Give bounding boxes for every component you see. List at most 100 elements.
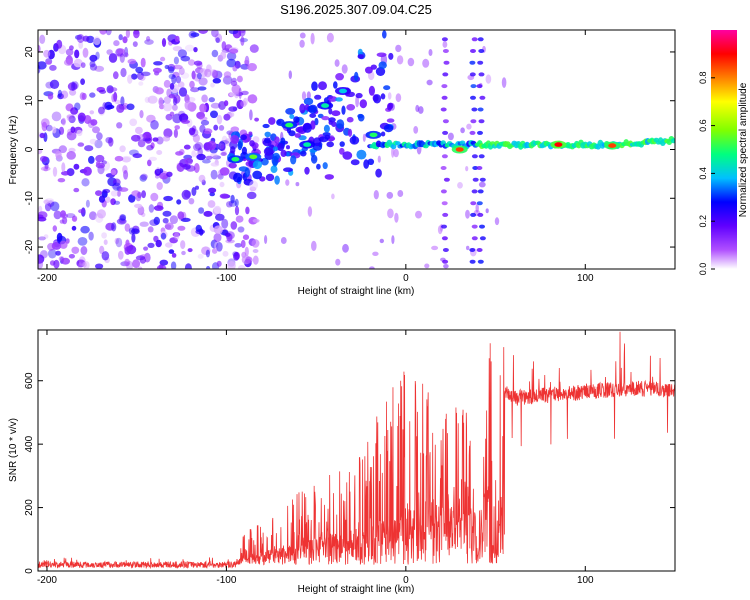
spectrogram-cell — [477, 212, 484, 217]
spectrogram-cell — [144, 39, 154, 45]
snr-x-tick-label: 100 — [577, 575, 594, 586]
spectrogram-cell — [223, 100, 229, 107]
spectrogram-cell — [143, 131, 152, 139]
spectrogram-cell — [470, 201, 477, 206]
spectrogram-cell — [99, 30, 107, 35]
spectrogram-cell — [140, 173, 148, 180]
spectrogram-cell — [177, 225, 186, 231]
spectrogram-cell — [140, 71, 151, 77]
spectrogram-cell — [264, 131, 271, 138]
spectrogram-cell — [193, 73, 202, 82]
spectrogram-cell — [210, 82, 215, 88]
spectrogram-cell — [163, 79, 171, 88]
spectrogram-cell — [442, 119, 449, 124]
spectrogram-cell — [470, 49, 476, 53]
spectrogram-cell — [217, 142, 225, 150]
spectrogram-cell — [365, 66, 373, 74]
spectrogram-cell — [188, 198, 195, 205]
spectrogram-cell — [198, 174, 206, 183]
snr-x-tick-label: -100 — [216, 575, 236, 586]
spectrogram-cell — [106, 49, 113, 55]
spectrogram-cell — [219, 167, 230, 176]
spectrogram-cell — [209, 192, 215, 197]
spectrogram-cell — [470, 95, 476, 100]
spectrogram-cell — [89, 211, 97, 221]
spectrogram-cell — [466, 245, 470, 251]
spectrogram-cell — [137, 191, 142, 199]
spectrogram-cell — [149, 156, 157, 161]
spectrogram-y-tick-label: 20 — [24, 46, 35, 58]
spectrogram-cell — [228, 162, 237, 169]
spectrogram-cell — [244, 55, 250, 67]
spectrogram-cell — [443, 177, 450, 182]
spectrogram-cell — [118, 187, 129, 192]
spectrogram-cell — [245, 206, 250, 215]
spectrogram-cell — [306, 91, 311, 100]
colorbar-tick-label: 0.2 — [698, 215, 708, 228]
spectrogram-cell — [347, 128, 353, 137]
spectrogram-cell — [442, 72, 449, 77]
snr-axis-ticks: -200 -100 0 100 0 200 400 600 — [24, 330, 675, 586]
snr-y-tick-label: 400 — [24, 435, 35, 452]
spectrogram-cell — [331, 193, 335, 200]
spectrogram-cell — [378, 61, 387, 69]
spectrogram-cell — [105, 137, 113, 144]
spectrogram-cell — [441, 224, 447, 229]
spectrogram-cell — [478, 119, 485, 124]
spectrogram-cell — [322, 162, 328, 170]
snr-panel: -200 -100 0 100 0 200 400 600 Height of straigh… — [8, 329, 676, 595]
spectrogram-cell — [210, 169, 218, 180]
spectrogram-cell — [472, 166, 479, 170]
spectrogram-cell — [271, 155, 279, 166]
spectrogram-cell — [380, 93, 386, 100]
spectrogram-cell — [80, 225, 90, 234]
spectrogram-cell — [44, 202, 52, 212]
spectrogram-cell — [189, 80, 195, 89]
spectrogram-cell — [98, 106, 105, 115]
spectrogram-cell — [90, 119, 98, 126]
spectrogram-cell — [228, 30, 239, 35]
spectrogram-cell — [213, 205, 222, 214]
spectrogram-cell — [301, 91, 307, 101]
spectrogram-cell — [270, 165, 278, 173]
spectrogram-cell — [283, 167, 293, 172]
spectrogram-cell — [218, 141, 226, 152]
spectrogram-cell — [66, 115, 74, 122]
spectrogram-cell — [57, 178, 66, 183]
spectrogram-cell — [197, 86, 207, 91]
spectrogram-cell — [95, 154, 105, 163]
spectrogram-cell — [341, 105, 346, 115]
spectrogram-cell — [153, 205, 164, 211]
spectrogram-cell — [52, 126, 57, 134]
spectrogram-cell — [235, 215, 244, 223]
spectrogram-cell — [273, 146, 278, 152]
spectrogram-cell — [89, 63, 98, 71]
snr-x-tick-label: 0 — [403, 575, 409, 586]
spectrogram-cell — [431, 245, 439, 251]
spectrogram-cell — [213, 233, 222, 243]
spectrogram-cell — [113, 91, 118, 102]
spectrogram-x-tick-label: -200 — [37, 273, 57, 284]
spectrogram-cell — [101, 232, 107, 239]
spectrogram-cell — [112, 178, 121, 187]
spectrogram-cell — [210, 110, 218, 119]
spectrogram-cell — [50, 201, 60, 212]
spectrogram-cell — [61, 257, 70, 265]
spectrogram-cell — [56, 39, 63, 49]
spectrogram-cell — [137, 266, 143, 269]
spectrogram-x-tick-label: 0 — [403, 273, 409, 284]
spectrogram-cell — [471, 154, 478, 159]
spectrogram-cell — [469, 248, 476, 252]
spectrogram-cell — [68, 115, 76, 124]
spectrogram-cell — [194, 142, 203, 150]
spectrogram-cell — [168, 66, 175, 74]
spectrogram-cell — [314, 94, 322, 100]
spectrogram-cell — [224, 232, 231, 237]
spectrogram-cell — [105, 30, 112, 36]
spectrogram-cell — [159, 172, 169, 180]
spectrogram-cell — [158, 263, 164, 269]
snr-x-tick-label: -200 — [37, 575, 57, 586]
spectrogram-cell — [77, 142, 85, 147]
spectrogram-cell — [38, 259, 44, 269]
spectrogram-cell — [240, 100, 247, 108]
